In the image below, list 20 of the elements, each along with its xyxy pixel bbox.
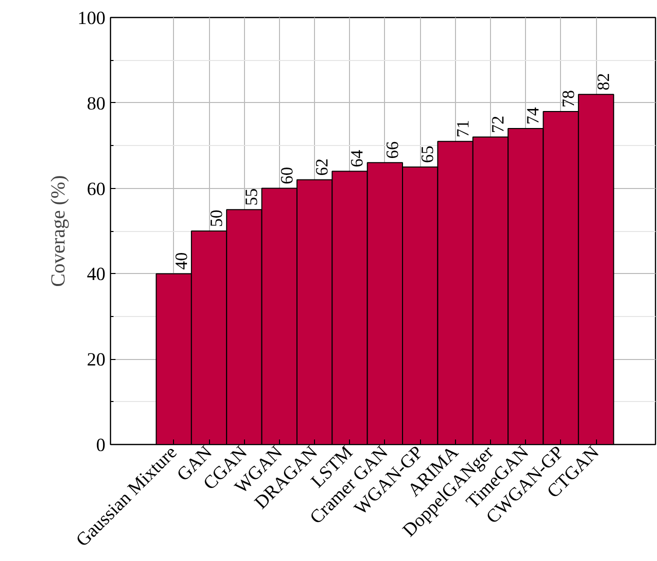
data-label: 82 [594,73,614,90]
data-label: 71 [453,120,472,138]
data-label: 62 [312,158,332,176]
data-label: 74 [524,106,543,125]
data-label: 50 [207,210,226,227]
data-label: 60 [277,166,296,184]
data-label: 72 [488,116,508,134]
data-label: 64 [348,150,367,168]
y-tick-label: 20 [86,350,106,371]
y-tick-label: 100 [78,8,106,29]
data-label: 66 [382,141,402,159]
y-tick-label: 80 [86,93,106,114]
y-tick-label: 40 [86,264,106,286]
y-tick-label: 60 [86,178,106,200]
data-label: 55 [242,188,262,206]
data-label: 78 [558,90,578,108]
y-tick-label: 0 [96,435,106,456]
data-label: 65 [418,146,438,163]
y-axis-title: Coverage (%) [48,175,70,287]
data-label: 40 [172,252,191,270]
